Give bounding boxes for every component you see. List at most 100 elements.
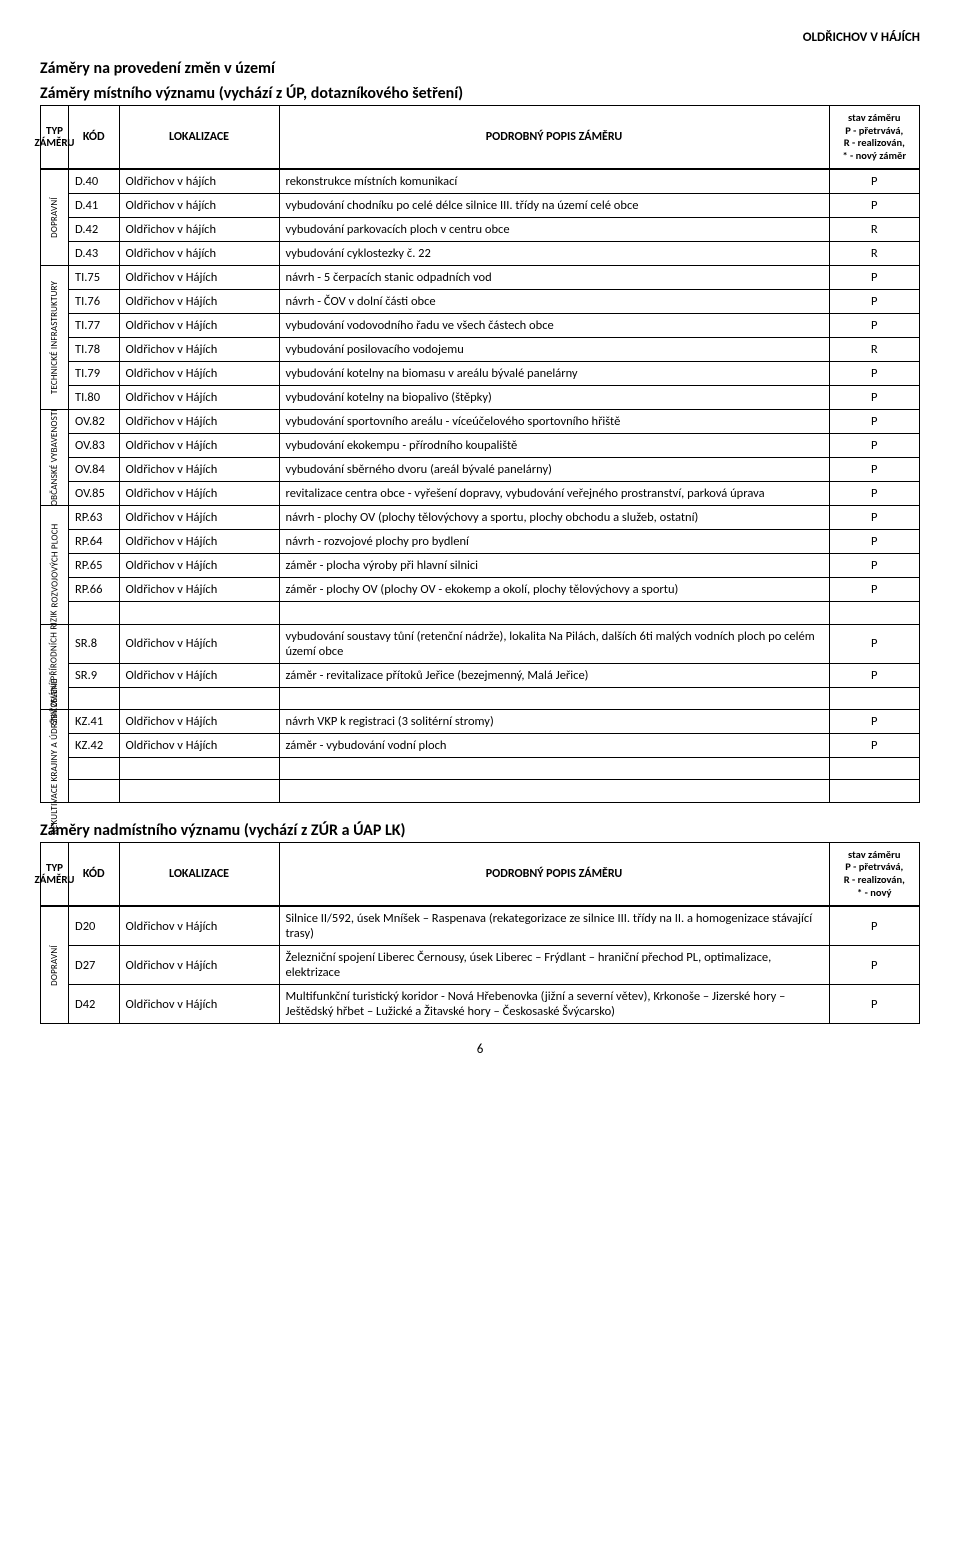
table-row: RP.65 Oldřichov v Hájích záměr - plocha … xyxy=(69,554,919,578)
cell-stat: P xyxy=(829,410,919,434)
cell-stat: P xyxy=(829,734,919,758)
cell-popis: návrh - ČOV v dolní části obce xyxy=(279,290,829,314)
cell-kod: SR.8 xyxy=(69,625,119,664)
table-row: D20 Oldřichov v Hájích Silnice II/592, ú… xyxy=(69,907,919,946)
table-row: TI.79 Oldřichov v Hájích vybudování kote… xyxy=(69,362,919,386)
table-row-blank xyxy=(69,758,919,780)
cell-loc: Oldřichov v hájích xyxy=(119,218,279,242)
table-row: OV.85 Oldřichov v Hájích revitalizace ce… xyxy=(69,482,919,506)
cell-popis: vybudování chodníku po celé délce silnic… xyxy=(279,194,829,218)
cell-loc: Oldřichov v Hájích xyxy=(119,290,279,314)
table-row: RP.63 Oldřichov v Hájích návrh - plochy … xyxy=(69,506,919,530)
cell-kod: RP.66 xyxy=(69,578,119,602)
cell-kod: KZ.42 xyxy=(69,734,119,758)
group-label: ROZVOJOVÝCH PLOCH xyxy=(49,523,60,607)
cell-kod: D20 xyxy=(69,907,119,946)
cell-stat: R xyxy=(829,218,919,242)
cell-stat: P xyxy=(829,170,919,194)
cell-kod: RP.64 xyxy=(69,530,119,554)
cell-kod: TI.80 xyxy=(69,386,119,410)
cell-stat: P xyxy=(829,554,919,578)
cell-kod: RP.63 xyxy=(69,506,119,530)
cell-kod: D.43 xyxy=(69,242,119,266)
cell-kod: OV.82 xyxy=(69,410,119,434)
cell-loc: Oldřichov v Hájích xyxy=(119,434,279,458)
table-row: OV.84 Oldřichov v Hájích vybudování sběr… xyxy=(69,458,919,482)
page-number: 6 xyxy=(40,1042,920,1057)
cell-stat: P xyxy=(829,578,919,602)
cell-popis: záměr - plochy OV (plochy OV - ekokemp a… xyxy=(279,578,829,602)
table-row: D.40 Oldřichov v hájích rekonstrukce mís… xyxy=(69,170,919,194)
cell-popis: návrh VKP k registraci (3 solitérní stro… xyxy=(279,710,829,734)
section1-title-line1: Záměry na provedení změn v území xyxy=(40,59,920,78)
cell-loc: Oldřichov v Hájích xyxy=(119,362,279,386)
cell-kod: TI.75 xyxy=(69,266,119,290)
cell-loc: Oldřichov v Hájích xyxy=(119,554,279,578)
cell-loc: Oldřichov v hájích xyxy=(119,170,279,194)
cell-loc: Oldřichov v Hájích xyxy=(119,458,279,482)
cell-stat: P xyxy=(829,482,919,506)
table-row: TI.78 Oldřichov v Hájích vybudování posi… xyxy=(69,338,919,362)
group-label: TECHNICKÉ INFRASTRUKTURY xyxy=(49,281,60,394)
cell-loc: Oldřichov v Hájích xyxy=(119,578,279,602)
group-label: OBČANSKÉ VYBAVENOSTI xyxy=(49,409,60,506)
section1-title-line2: Záměry místního významu (vychází z ÚP, d… xyxy=(40,84,920,103)
cell-popis: vybudování vodovodního řadu ve všech čás… xyxy=(279,314,829,338)
cell-kod: TI.76 xyxy=(69,290,119,314)
cell-popis: vybudování sběrného dvoru (areál bývalé … xyxy=(279,458,829,482)
header-stav: stav záměruP - přetrvává,R - realizován,… xyxy=(829,106,919,168)
cell-stat: P xyxy=(829,907,919,946)
table-row: D.41 Oldřichov v hájích vybudování chodn… xyxy=(69,194,919,218)
table-row: RP.66 Oldřichov v Hájích záměr - plochy … xyxy=(69,578,919,602)
cell-loc: Oldřichov v Hájích xyxy=(119,338,279,362)
cell-kod: OV.85 xyxy=(69,482,119,506)
cell-loc: Oldřichov v Hájích xyxy=(119,985,279,1024)
cell-popis: vybudování ekokempu - přírodního koupali… xyxy=(279,434,829,458)
cell-kod: KZ.41 xyxy=(69,710,119,734)
table-row: D42 Oldřichov v Hájích Multifunkční turi… xyxy=(69,985,919,1024)
table-row: TI.76 Oldřichov v Hájích návrh - ČOV v d… xyxy=(69,290,919,314)
cell-kod: D.41 xyxy=(69,194,119,218)
group-label: DOPRAVNÍ xyxy=(49,945,60,986)
cell-loc: Oldřichov v Hájích xyxy=(119,386,279,410)
cell-popis: návrh - rozvojové plochy pro bydlení xyxy=(279,530,829,554)
header-kod: KÓD xyxy=(69,106,119,168)
cell-stat: P xyxy=(829,506,919,530)
cell-kod: D27 xyxy=(69,946,119,985)
cell-stat: P xyxy=(829,314,919,338)
cell-loc: Oldřichov v Hájích xyxy=(119,946,279,985)
cell-loc: Oldřichov v hájích xyxy=(119,194,279,218)
cell-kod: TI.78 xyxy=(69,338,119,362)
cell-loc: Oldřichov v Hájích xyxy=(119,314,279,338)
cell-loc: Oldřichov v Hájích xyxy=(119,410,279,434)
cell-stat: P xyxy=(829,663,919,687)
header-lokalizace: LOKALIZACE xyxy=(119,843,279,905)
cell-kod: D.40 xyxy=(69,170,119,194)
table-row: OV.83 Oldřichov v Hájích vybudování ekok… xyxy=(69,434,919,458)
cell-popis: revitalizace centra obce - vyřešení dopr… xyxy=(279,482,829,506)
table-row: SR.8 Oldřichov v Hájích vybudování soust… xyxy=(69,625,919,664)
cell-stat: P xyxy=(829,625,919,664)
cell-kod: OV.84 xyxy=(69,458,119,482)
table-row: D.42 Oldřichov v hájích vybudování parko… xyxy=(69,218,919,242)
header-stav: stav záměruP - přetrvává,R - realizován,… xyxy=(829,843,919,905)
table-row-blank xyxy=(69,780,919,802)
cell-popis: Silnice II/592, úsek Mníšek – Raspenava … xyxy=(279,907,829,946)
cell-stat: P xyxy=(829,386,919,410)
cell-stat: P xyxy=(829,266,919,290)
cell-stat: R xyxy=(829,242,919,266)
group-label: REKULTIVACE KRAJINY A ÚDRŽBY ZELENĚ xyxy=(49,678,60,833)
cell-loc: Oldřichov v Hájích xyxy=(119,907,279,946)
cell-kod: TI.79 xyxy=(69,362,119,386)
cell-stat: R xyxy=(829,338,919,362)
cell-stat: P xyxy=(829,362,919,386)
cell-popis: vybudování cyklostezky č. 22 xyxy=(279,242,829,266)
cell-popis: vybudování kotelny na biomasu v areálu b… xyxy=(279,362,829,386)
cell-loc: Oldřichov v Hájích xyxy=(119,625,279,664)
cell-loc: Oldřichov v Hájích xyxy=(119,710,279,734)
table-row: RP.64 Oldřichov v Hájích návrh - rozvojo… xyxy=(69,530,919,554)
group-label: DOPRAVNÍ xyxy=(49,198,60,239)
cell-kod: D.42 xyxy=(69,218,119,242)
cell-stat: P xyxy=(829,530,919,554)
table-row: OV.82 Oldřichov v Hájích vybudování spor… xyxy=(69,410,919,434)
